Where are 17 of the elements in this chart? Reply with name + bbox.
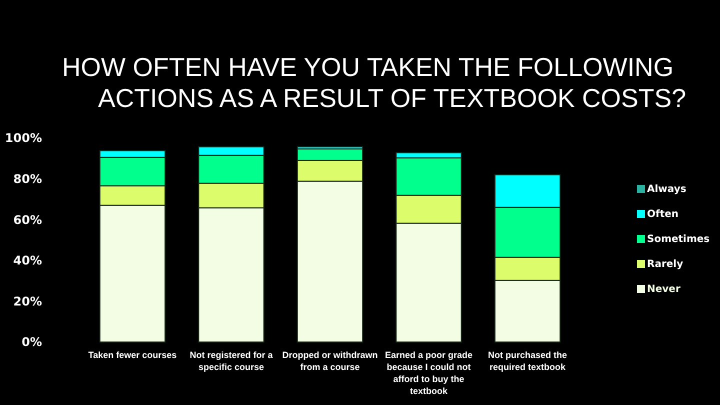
legend-label: Sometimes xyxy=(647,234,710,245)
y-tick-label: 20% xyxy=(13,294,42,308)
x-tick-label: Dropped or withdrawn from a course xyxy=(282,350,378,372)
y-tick-label: 80% xyxy=(13,172,42,186)
legend-label: Rarely xyxy=(647,259,684,270)
y-tick-label: 40% xyxy=(13,254,42,268)
y-tick-label: 60% xyxy=(13,212,42,227)
x-tick-label: Earned a poor grade because I could not afford to buy the textbook xyxy=(385,350,473,396)
legend-label: Often xyxy=(647,209,679,220)
x-tick-label: Taken fewer courses xyxy=(88,350,177,360)
y-tick-label: 0% xyxy=(22,335,42,350)
x-tick-label: Not purchased the required textbook xyxy=(488,350,568,372)
chart-title: HOW OFTEN HAVE YOU TAKEN THE FOLLOWING ACTIONS AS A RESULT OF TEXTBOOK COSTS? xyxy=(62,52,686,113)
legend-label: Always xyxy=(647,184,686,195)
x-tick-label: Not registered for a specific course xyxy=(190,350,274,372)
y-tick-label: 100% xyxy=(4,131,42,146)
text: Never xyxy=(647,284,680,295)
